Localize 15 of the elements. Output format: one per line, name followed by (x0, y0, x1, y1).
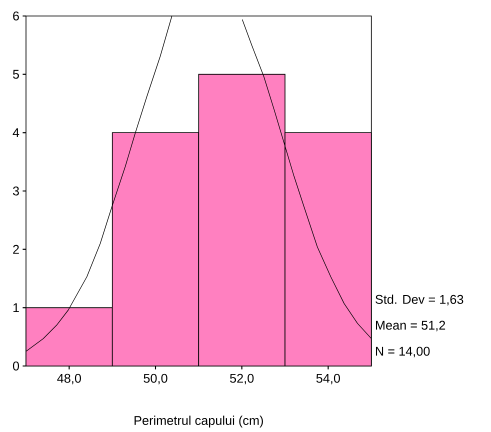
y-tick-label: 0 (12, 362, 20, 370)
x-tick-label: 50,0 (144, 374, 168, 384)
x-tick-label: 48,0 (57, 374, 81, 384)
x-tick-label: 54,0 (316, 374, 340, 384)
x-axis-title: Perimetrul capului (cm) (134, 416, 263, 428)
text: Mean = 51,2 (376, 320, 446, 332)
text: Std. Dev = 1,63 (376, 294, 464, 306)
y-tick-label: 2 (13, 244, 19, 254)
y-tick-label: 5 (12, 70, 19, 79)
text: N = 14,00 (376, 346, 430, 358)
y-tick-label: 1 (13, 303, 19, 312)
y-tick-label: 4 (12, 128, 20, 138)
y-tick-label: 6 (13, 12, 19, 20)
x-tick-label: 52,0 (230, 374, 254, 384)
y-tick-label: 3 (12, 186, 19, 196)
